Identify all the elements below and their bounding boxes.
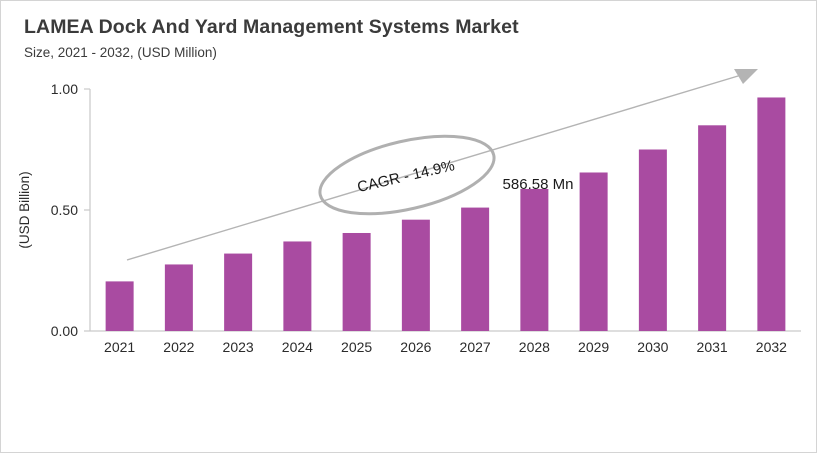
bar-2031[interactable] (698, 125, 727, 331)
bar-series (105, 97, 786, 332)
x-tick-label-2031: 2031 (697, 339, 728, 355)
chart-axes (89, 89, 801, 332)
x-tick-label-2028: 2028 (519, 339, 550, 355)
chart-title: LAMEA Dock And Yard Management Systems M… (24, 16, 519, 38)
x-tick-label-2030: 2030 (637, 339, 668, 355)
trend-arrow-head (734, 69, 758, 84)
cagr-ellipse (318, 134, 496, 216)
x-tick-label-2027: 2027 (460, 339, 491, 355)
x-tick-label-2023: 2023 (223, 339, 254, 355)
bar-2029[interactable] (579, 172, 608, 331)
highlight-value-label: 586.58 Mn (503, 176, 574, 193)
bar-2027[interactable] (461, 207, 490, 331)
cagr-label: CAGR - 14.9% (356, 157, 456, 196)
bar-2030[interactable] (638, 149, 667, 332)
y-axis-title: (USD Billion) (17, 171, 32, 248)
bar-2026[interactable] (401, 219, 430, 331)
trend-arrow-line (126, 72, 749, 261)
bar-2023[interactable] (224, 253, 253, 331)
trend-arrow (126, 69, 758, 261)
bar-2028[interactable] (520, 188, 549, 331)
x-tick-label-2026: 2026 (400, 339, 431, 355)
bar-2021[interactable] (105, 281, 134, 331)
x-tick-label-2021: 2021 (104, 339, 135, 355)
x-axis-ticks: 2021 2022 2023 2024 2025 2026 2027 2028 2029 2030… (104, 339, 787, 355)
y-tick-label: 1.00 (51, 81, 78, 97)
bar-2022[interactable] (164, 264, 193, 331)
x-tick-label-2032: 2032 (756, 339, 787, 355)
x-tick-label-2024: 2024 (282, 339, 313, 355)
y-tick-label: 0.50 (51, 202, 78, 218)
bar-2024[interactable] (283, 241, 312, 331)
bar-2025[interactable] (342, 232, 371, 331)
y-axis-ticks: 0.00 0.50 1.00 (51, 81, 90, 339)
x-tick-label-2029: 2029 (578, 339, 609, 355)
bar-2032[interactable] (757, 97, 786, 331)
y-tick-label: 0.00 (51, 323, 78, 339)
chart-subtitle: Size, 2021 - 2032, (USD Million) (24, 45, 217, 60)
x-tick-label-2025: 2025 (341, 339, 372, 355)
x-tick-label-2022: 2022 (163, 339, 194, 355)
